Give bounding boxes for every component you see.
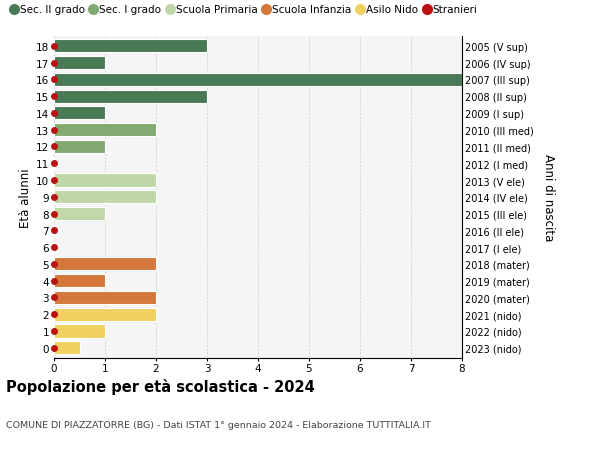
Bar	[54, 207, 105, 221]
Legend: Sec. II grado, Sec. I grado, Scuola Primaria, Scuola Infanzia, Asilo Nido, Stran: Sec. II grado, Sec. I grado, Scuola Prim…	[11, 5, 478, 15]
Bar	[54, 40, 207, 53]
Bar	[54, 274, 105, 288]
Bar	[54, 191, 156, 204]
Bar	[54, 107, 105, 120]
Bar	[54, 124, 156, 137]
Bar	[54, 174, 156, 187]
Bar	[54, 291, 156, 304]
Bar	[54, 57, 105, 70]
Bar	[54, 90, 207, 103]
Bar	[54, 140, 105, 154]
Bar	[54, 325, 105, 338]
Text: Popolazione per età scolastica - 2024: Popolazione per età scolastica - 2024	[6, 379, 315, 395]
Text: COMUNE DI PIAZZATORRE (BG) - Dati ISTAT 1° gennaio 2024 - Elaborazione TUTTITALI: COMUNE DI PIAZZATORRE (BG) - Dati ISTAT …	[6, 420, 431, 429]
Bar	[54, 308, 156, 321]
Bar	[54, 258, 156, 271]
Y-axis label: Età alunni: Età alunni	[19, 168, 32, 227]
Bar	[54, 74, 462, 87]
Bar	[54, 341, 79, 354]
Y-axis label: Anni di nascita: Anni di nascita	[542, 154, 555, 241]
